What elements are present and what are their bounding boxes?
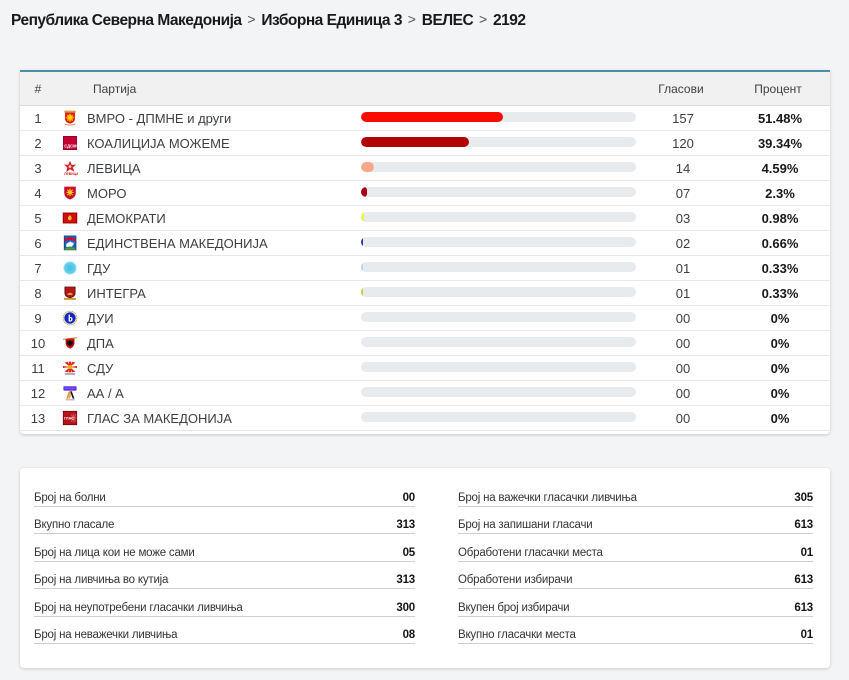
svg-text:ЛЕВИЦА: ЛЕВИЦА [64,172,78,176]
svg-text:ГЛАС: ГЛАС [64,417,74,421]
svg-text:СДСМ: СДСМ [64,144,77,149]
